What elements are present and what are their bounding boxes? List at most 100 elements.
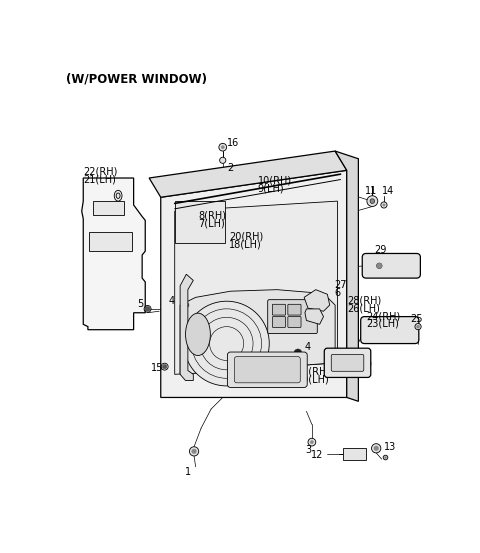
Circle shape	[198, 223, 201, 226]
Text: 6: 6	[335, 288, 340, 298]
Circle shape	[162, 364, 167, 369]
Text: 13: 13	[384, 442, 396, 452]
Circle shape	[208, 232, 210, 234]
Circle shape	[383, 455, 388, 460]
Text: 11: 11	[365, 186, 377, 196]
Text: 30(LH): 30(LH)	[296, 374, 329, 384]
Circle shape	[383, 204, 385, 206]
Text: 29: 29	[374, 245, 386, 255]
Circle shape	[384, 456, 387, 458]
Circle shape	[198, 215, 201, 217]
Circle shape	[381, 202, 387, 208]
Text: 17(LH): 17(LH)	[339, 367, 372, 377]
Circle shape	[180, 223, 182, 226]
FancyBboxPatch shape	[331, 354, 364, 371]
Text: 10(RH): 10(RH)	[258, 176, 292, 186]
Circle shape	[377, 263, 382, 269]
FancyBboxPatch shape	[268, 300, 317, 333]
Bar	[89, 232, 132, 251]
Text: 24(RH): 24(RH)	[366, 311, 400, 321]
Text: 5: 5	[137, 299, 144, 309]
Bar	[93, 201, 123, 215]
Circle shape	[145, 306, 150, 311]
Circle shape	[198, 232, 201, 234]
Text: 20(RH): 20(RH)	[229, 232, 263, 242]
Text: 27: 27	[335, 280, 347, 290]
FancyBboxPatch shape	[360, 317, 419, 343]
Bar	[175, 201, 225, 243]
Circle shape	[417, 325, 420, 328]
Ellipse shape	[184, 301, 269, 386]
Text: 2: 2	[228, 163, 234, 173]
Polygon shape	[82, 178, 145, 330]
Polygon shape	[335, 151, 359, 401]
FancyBboxPatch shape	[362, 253, 420, 278]
Circle shape	[217, 206, 219, 208]
Circle shape	[415, 324, 421, 330]
Polygon shape	[149, 151, 347, 197]
Circle shape	[374, 446, 379, 451]
Text: 16: 16	[228, 138, 240, 148]
FancyBboxPatch shape	[228, 352, 307, 388]
Ellipse shape	[114, 190, 122, 201]
Ellipse shape	[186, 313, 210, 356]
Text: 28(RH): 28(RH)	[347, 296, 381, 306]
Circle shape	[180, 232, 182, 234]
FancyBboxPatch shape	[288, 304, 301, 315]
Text: 4: 4	[305, 342, 311, 352]
Circle shape	[180, 206, 182, 208]
Polygon shape	[304, 290, 330, 311]
Text: 15: 15	[152, 363, 164, 373]
Bar	[343, 448, 366, 460]
Text: 21(LH): 21(LH)	[83, 174, 116, 184]
Circle shape	[189, 232, 192, 234]
Circle shape	[190, 447, 199, 456]
Circle shape	[217, 215, 219, 217]
Circle shape	[192, 449, 196, 453]
Circle shape	[372, 444, 381, 453]
Circle shape	[221, 145, 224, 149]
Text: 7(LH): 7(LH)	[198, 218, 225, 228]
Circle shape	[367, 196, 378, 206]
Circle shape	[294, 349, 302, 357]
Polygon shape	[180, 290, 335, 374]
Text: 26(LH): 26(LH)	[347, 304, 380, 314]
Circle shape	[180, 215, 182, 217]
Text: 14: 14	[383, 186, 395, 196]
FancyBboxPatch shape	[234, 357, 300, 383]
FancyBboxPatch shape	[324, 348, 371, 378]
Circle shape	[208, 206, 210, 208]
Circle shape	[308, 439, 316, 446]
FancyBboxPatch shape	[272, 317, 286, 327]
Circle shape	[208, 223, 210, 226]
FancyBboxPatch shape	[272, 304, 286, 315]
Text: 3: 3	[305, 445, 311, 455]
Polygon shape	[180, 274, 193, 380]
Polygon shape	[175, 201, 337, 374]
Circle shape	[189, 223, 192, 226]
Text: (W/POWER WINDOW): (W/POWER WINDOW)	[66, 72, 207, 86]
Circle shape	[220, 157, 226, 163]
Text: 23(LH): 23(LH)	[366, 319, 399, 329]
Circle shape	[219, 143, 227, 151]
Polygon shape	[161, 170, 347, 398]
Circle shape	[370, 199, 375, 204]
Text: 31(RH): 31(RH)	[296, 367, 331, 377]
Text: 4: 4	[168, 296, 175, 306]
Text: 1: 1	[185, 467, 191, 477]
Circle shape	[189, 215, 192, 217]
Circle shape	[217, 232, 219, 234]
Circle shape	[208, 215, 210, 217]
Circle shape	[311, 441, 313, 444]
Text: 18(LH): 18(LH)	[229, 239, 262, 249]
Circle shape	[217, 223, 219, 226]
Text: 9(LH): 9(LH)	[258, 184, 284, 194]
Circle shape	[198, 206, 201, 208]
FancyBboxPatch shape	[288, 317, 301, 327]
Text: 19(RH): 19(RH)	[339, 359, 373, 369]
Circle shape	[184, 302, 189, 308]
Text: 8(RH): 8(RH)	[198, 210, 226, 220]
Text: 25: 25	[410, 314, 423, 324]
Polygon shape	[305, 309, 324, 324]
Text: 22(RH): 22(RH)	[83, 166, 118, 176]
